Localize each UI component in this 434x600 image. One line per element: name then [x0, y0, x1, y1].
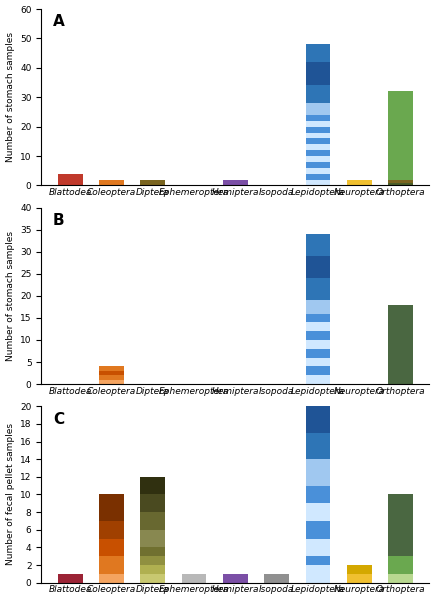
Bar: [305, 179, 329, 185]
Bar: [305, 162, 329, 168]
Bar: [305, 85, 329, 103]
Bar: [99, 574, 124, 583]
Bar: [140, 547, 165, 556]
Bar: [140, 512, 165, 530]
Bar: [264, 574, 289, 583]
Bar: [305, 139, 329, 144]
Bar: [181, 574, 206, 583]
Bar: [387, 91, 412, 179]
Bar: [305, 256, 329, 278]
Bar: [305, 375, 329, 384]
Bar: [99, 371, 124, 375]
Bar: [305, 485, 329, 503]
Y-axis label: Number of fecal pellet samples: Number of fecal pellet samples: [6, 424, 14, 565]
Bar: [387, 182, 412, 185]
Bar: [99, 375, 124, 380]
Bar: [305, 300, 329, 314]
Bar: [305, 503, 329, 521]
Bar: [305, 121, 329, 127]
Bar: [305, 331, 329, 340]
Bar: [305, 127, 329, 133]
Bar: [346, 179, 371, 185]
Bar: [305, 459, 329, 485]
Bar: [140, 556, 165, 565]
Bar: [99, 521, 124, 539]
Bar: [305, 314, 329, 322]
Bar: [305, 433, 329, 459]
Bar: [223, 574, 247, 583]
Bar: [387, 179, 412, 182]
Bar: [387, 305, 412, 384]
Bar: [305, 556, 329, 565]
Bar: [99, 556, 124, 574]
Bar: [305, 406, 329, 433]
Bar: [305, 565, 329, 583]
Bar: [305, 168, 329, 173]
Bar: [346, 574, 371, 583]
Bar: [305, 234, 329, 256]
Bar: [305, 322, 329, 331]
Bar: [305, 173, 329, 179]
Text: C: C: [53, 412, 64, 427]
Bar: [346, 565, 371, 574]
Bar: [140, 565, 165, 574]
Bar: [305, 103, 329, 115]
Bar: [140, 179, 165, 185]
Bar: [305, 358, 329, 367]
Bar: [305, 144, 329, 150]
Bar: [140, 574, 165, 583]
Text: B: B: [53, 213, 65, 228]
Bar: [387, 574, 412, 583]
Y-axis label: Number of stomach samples: Number of stomach samples: [6, 32, 14, 162]
Bar: [305, 115, 329, 121]
Bar: [305, 278, 329, 300]
Bar: [305, 44, 329, 62]
Bar: [99, 179, 124, 185]
Bar: [305, 62, 329, 85]
Bar: [140, 494, 165, 512]
Text: A: A: [53, 14, 65, 29]
Bar: [58, 173, 82, 185]
Bar: [305, 367, 329, 375]
Bar: [99, 380, 124, 384]
Bar: [223, 179, 247, 185]
Bar: [305, 539, 329, 556]
Bar: [305, 340, 329, 349]
Bar: [140, 477, 165, 494]
Bar: [305, 521, 329, 539]
Bar: [305, 349, 329, 358]
Y-axis label: Number of stomach samples: Number of stomach samples: [6, 231, 14, 361]
Bar: [305, 150, 329, 156]
Bar: [99, 494, 124, 521]
Bar: [99, 539, 124, 556]
Bar: [58, 574, 82, 583]
Bar: [305, 156, 329, 162]
Bar: [99, 367, 124, 371]
Bar: [387, 556, 412, 574]
Bar: [140, 530, 165, 547]
Bar: [387, 494, 412, 556]
Bar: [305, 133, 329, 139]
